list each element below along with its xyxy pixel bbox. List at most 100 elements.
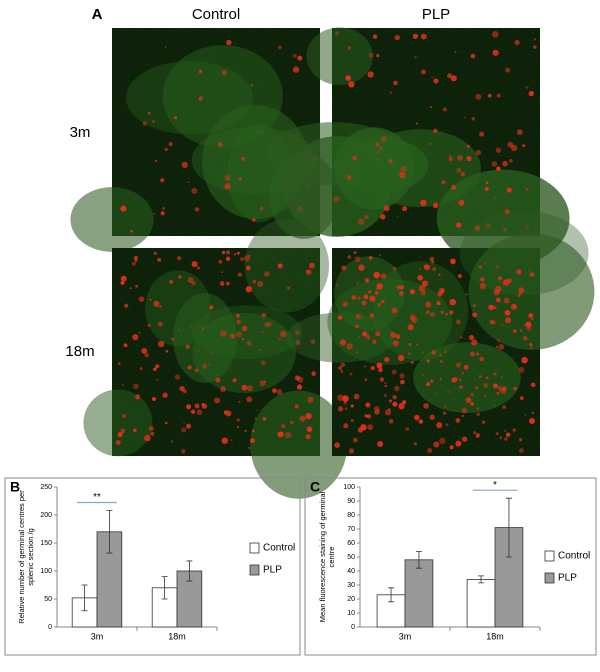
red-spot <box>250 83 254 87</box>
red-spot <box>466 155 472 162</box>
red-spot <box>337 406 344 412</box>
red-spot <box>524 414 527 416</box>
red-spot <box>220 330 227 337</box>
red-spot <box>375 287 378 290</box>
red-spot <box>474 225 481 232</box>
red-spot <box>461 414 464 417</box>
red-spot <box>521 356 528 364</box>
red-spot <box>470 392 474 397</box>
red-spot <box>356 351 358 354</box>
red-spot <box>439 377 442 381</box>
red-spot <box>394 385 400 392</box>
red-spot <box>504 209 510 215</box>
red-spot <box>337 394 344 402</box>
red-spot <box>225 250 231 255</box>
red-spot <box>530 382 536 388</box>
error-bar <box>106 510 113 554</box>
red-spot <box>399 373 405 379</box>
y-tick-label: 40 <box>347 568 355 575</box>
red-spot <box>502 160 508 167</box>
red-spot <box>421 351 424 354</box>
red-spot <box>485 181 489 185</box>
red-spot <box>529 342 533 346</box>
red-spot <box>522 144 526 148</box>
error-bar <box>478 575 485 584</box>
red-spot <box>142 121 148 126</box>
red-spot <box>379 254 382 257</box>
red-spot <box>410 360 415 365</box>
red-spot <box>370 365 375 371</box>
red-spot <box>181 161 188 168</box>
red-spot <box>519 329 523 332</box>
red-spot <box>341 265 347 271</box>
red-spot <box>251 429 255 433</box>
red-spot <box>433 78 439 84</box>
red-spot <box>376 54 380 58</box>
red-spot <box>522 336 528 341</box>
red-spot <box>221 271 223 274</box>
red-spot <box>479 131 485 137</box>
red-spot <box>160 178 165 183</box>
red-spot <box>492 383 498 389</box>
red-spot <box>120 280 125 285</box>
red-spot <box>516 269 522 275</box>
red-spot <box>528 313 534 318</box>
red-spot <box>485 223 491 229</box>
column-label: PLP <box>422 6 450 23</box>
error-bar <box>388 587 395 603</box>
red-spot <box>458 199 465 206</box>
red-spot <box>503 227 507 232</box>
red-spot <box>305 412 312 420</box>
red-spot <box>198 70 203 74</box>
red-spot <box>411 316 418 324</box>
red-spot <box>525 321 532 328</box>
red-spot <box>369 313 374 318</box>
red-spot <box>509 159 513 163</box>
red-spot <box>496 338 499 341</box>
red-spot <box>416 343 418 346</box>
red-spot <box>305 434 311 440</box>
red-spot <box>493 289 500 296</box>
red-spot <box>151 396 157 402</box>
red-spot <box>278 45 282 50</box>
micrographs <box>70 27 595 499</box>
red-spot <box>130 229 133 233</box>
red-spot <box>421 69 426 75</box>
red-spot <box>461 372 464 375</box>
red-spot <box>225 281 230 286</box>
legend-label: PLP <box>263 565 282 576</box>
red-spot <box>281 424 286 429</box>
red-spot <box>153 212 156 215</box>
red-spot <box>461 407 468 414</box>
red-spot <box>487 93 492 98</box>
red-spot <box>272 388 277 393</box>
red-spot <box>198 96 203 101</box>
red-spot <box>147 323 151 327</box>
bar <box>404 559 434 628</box>
red-spot <box>471 339 478 346</box>
red-spot <box>379 377 385 382</box>
red-spot <box>465 293 468 296</box>
red-spot <box>156 378 159 381</box>
red-spot <box>393 268 396 271</box>
red-spot <box>368 290 372 294</box>
red-spot <box>460 172 466 177</box>
red-spot <box>278 337 282 341</box>
red-spot <box>519 448 524 453</box>
red-spot <box>525 188 529 191</box>
red-spot <box>394 35 400 41</box>
red-spot <box>432 267 437 272</box>
red-spot <box>226 39 232 46</box>
red-spot <box>423 403 429 409</box>
red-spot <box>444 350 447 353</box>
red-spot <box>445 423 449 427</box>
red-spot <box>375 331 381 337</box>
red-spot <box>267 322 272 327</box>
red-spot <box>380 214 386 220</box>
red-spot <box>518 292 522 296</box>
red-spot <box>299 415 306 422</box>
red-spot <box>504 429 507 432</box>
red-spot <box>383 205 390 212</box>
red-spot <box>498 276 503 281</box>
panel-label: A <box>92 6 103 23</box>
